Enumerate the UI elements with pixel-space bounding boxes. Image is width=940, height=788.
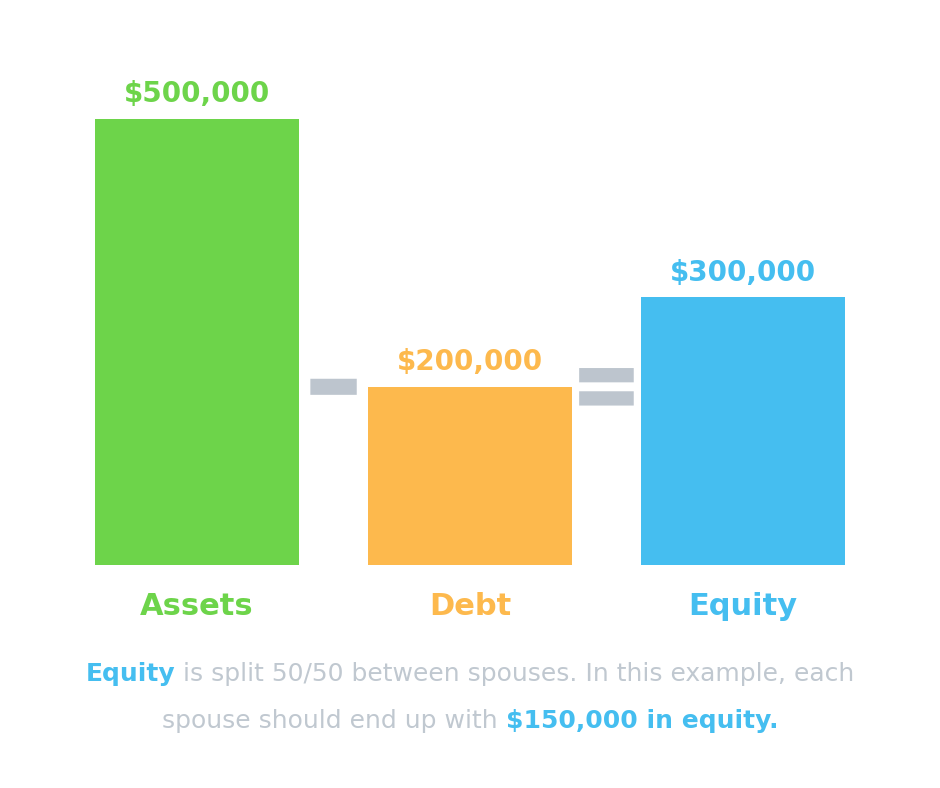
FancyBboxPatch shape	[579, 392, 634, 406]
Text: Equity: Equity	[86, 662, 175, 686]
Text: Equity: Equity	[688, 593, 797, 621]
Text: $200,000: $200,000	[397, 348, 543, 376]
Text: $150,000 in equity.: $150,000 in equity.	[506, 709, 778, 733]
Bar	[640, 297, 845, 566]
Text: spouse should end up with: spouse should end up with	[162, 709, 506, 733]
Bar	[368, 387, 572, 566]
Text: is split 50/50 between spouses. In this example, each: is split 50/50 between spouses. In this …	[175, 662, 854, 686]
Text: $500,000: $500,000	[124, 80, 270, 108]
Text: $300,000: $300,000	[670, 258, 816, 287]
Bar	[95, 119, 300, 566]
FancyBboxPatch shape	[310, 379, 357, 395]
Text: Assets: Assets	[140, 593, 254, 621]
Text: Debt: Debt	[429, 593, 511, 621]
FancyBboxPatch shape	[579, 368, 634, 382]
